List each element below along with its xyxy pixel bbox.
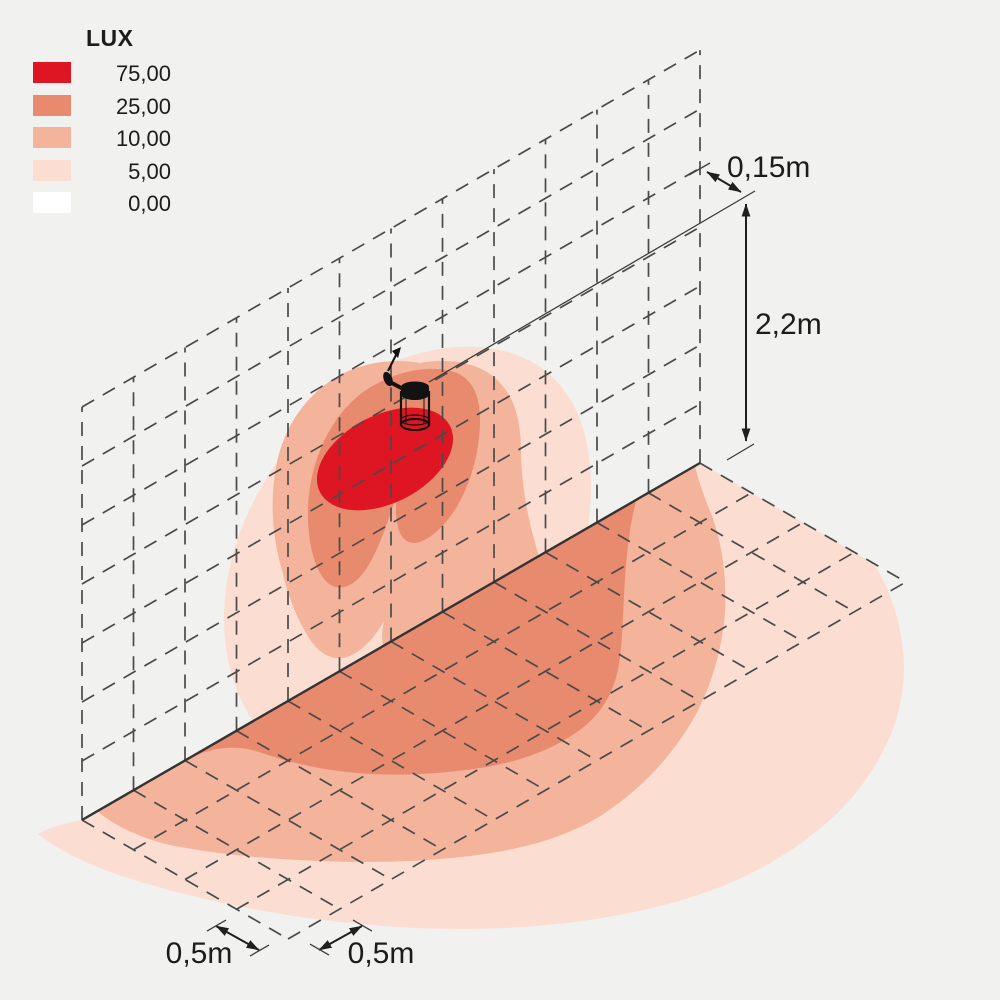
wall-floor-baseline [81, 461, 701, 822]
grid-line [442, 611, 649, 732]
grid-line [184, 759, 392, 881]
floor-contour-25lux [178, 501, 636, 775]
wall-lamp-icon [383, 347, 431, 431]
grid-line [545, 551, 752, 673]
grid-line [596, 521, 804, 643]
grid-line [648, 492, 855, 613]
legend-title: LUX [86, 25, 134, 51]
legend-swatch-75 [33, 62, 71, 83]
floor-grid [81, 462, 907, 940]
offset-extension-tick [688, 162, 711, 176]
grid-line [287, 700, 495, 821]
grid-line [699, 462, 907, 583]
legend-label-10: 10,00 [115, 126, 171, 151]
mounting-guide-line [428, 190, 756, 383]
cell-right-dimension-arrow [318, 925, 363, 951]
grid-cell-left-label: 0,5m [165, 937, 233, 970]
grid-cell-right-label: 0,5m [347, 937, 415, 970]
cell-right-tick-1 [309, 943, 330, 956]
grid-line [81, 819, 289, 940]
grid-line [493, 581, 701, 702]
dimension-graphics [206, 162, 756, 957]
legend-row-25: 25,00 [33, 94, 171, 119]
legend-label-75: 75,00 [115, 61, 171, 86]
grid-line [133, 789, 340, 910]
legend-swatch-10 [33, 127, 71, 148]
legend-row-5: 5,00 [33, 159, 171, 184]
wall-grid [81, 49, 701, 820]
mount-height-label: 2,2m [755, 308, 822, 341]
legend-row-75: 75,00 [33, 61, 171, 86]
legend-swatch-0 [33, 192, 71, 213]
legend-row-0: 0,00 [33, 191, 171, 216]
wall-offset-label: 0,15m [727, 151, 811, 184]
height-floor-tick [726, 443, 755, 461]
legend-label-0: 0,00 [128, 191, 171, 216]
cell-left-dimension-arrow [215, 925, 260, 951]
legend-label-25: 25,00 [115, 94, 171, 119]
legend-label-5: 5,00 [128, 159, 171, 184]
legend-swatch-25 [33, 95, 71, 116]
grid-line [339, 670, 546, 791]
legend-swatch-5 [33, 160, 71, 181]
cell-left-tick-2 [249, 944, 270, 957]
offset-dimension-arrow [706, 171, 742, 193]
wall-contour-75lux [316, 407, 454, 511]
cell-right-tick-2 [352, 919, 373, 932]
cell-left-tick-1 [206, 919, 227, 932]
grid-line [236, 730, 443, 851]
grid-line [390, 640, 598, 762]
legend-row-10: 10,00 [33, 126, 171, 151]
